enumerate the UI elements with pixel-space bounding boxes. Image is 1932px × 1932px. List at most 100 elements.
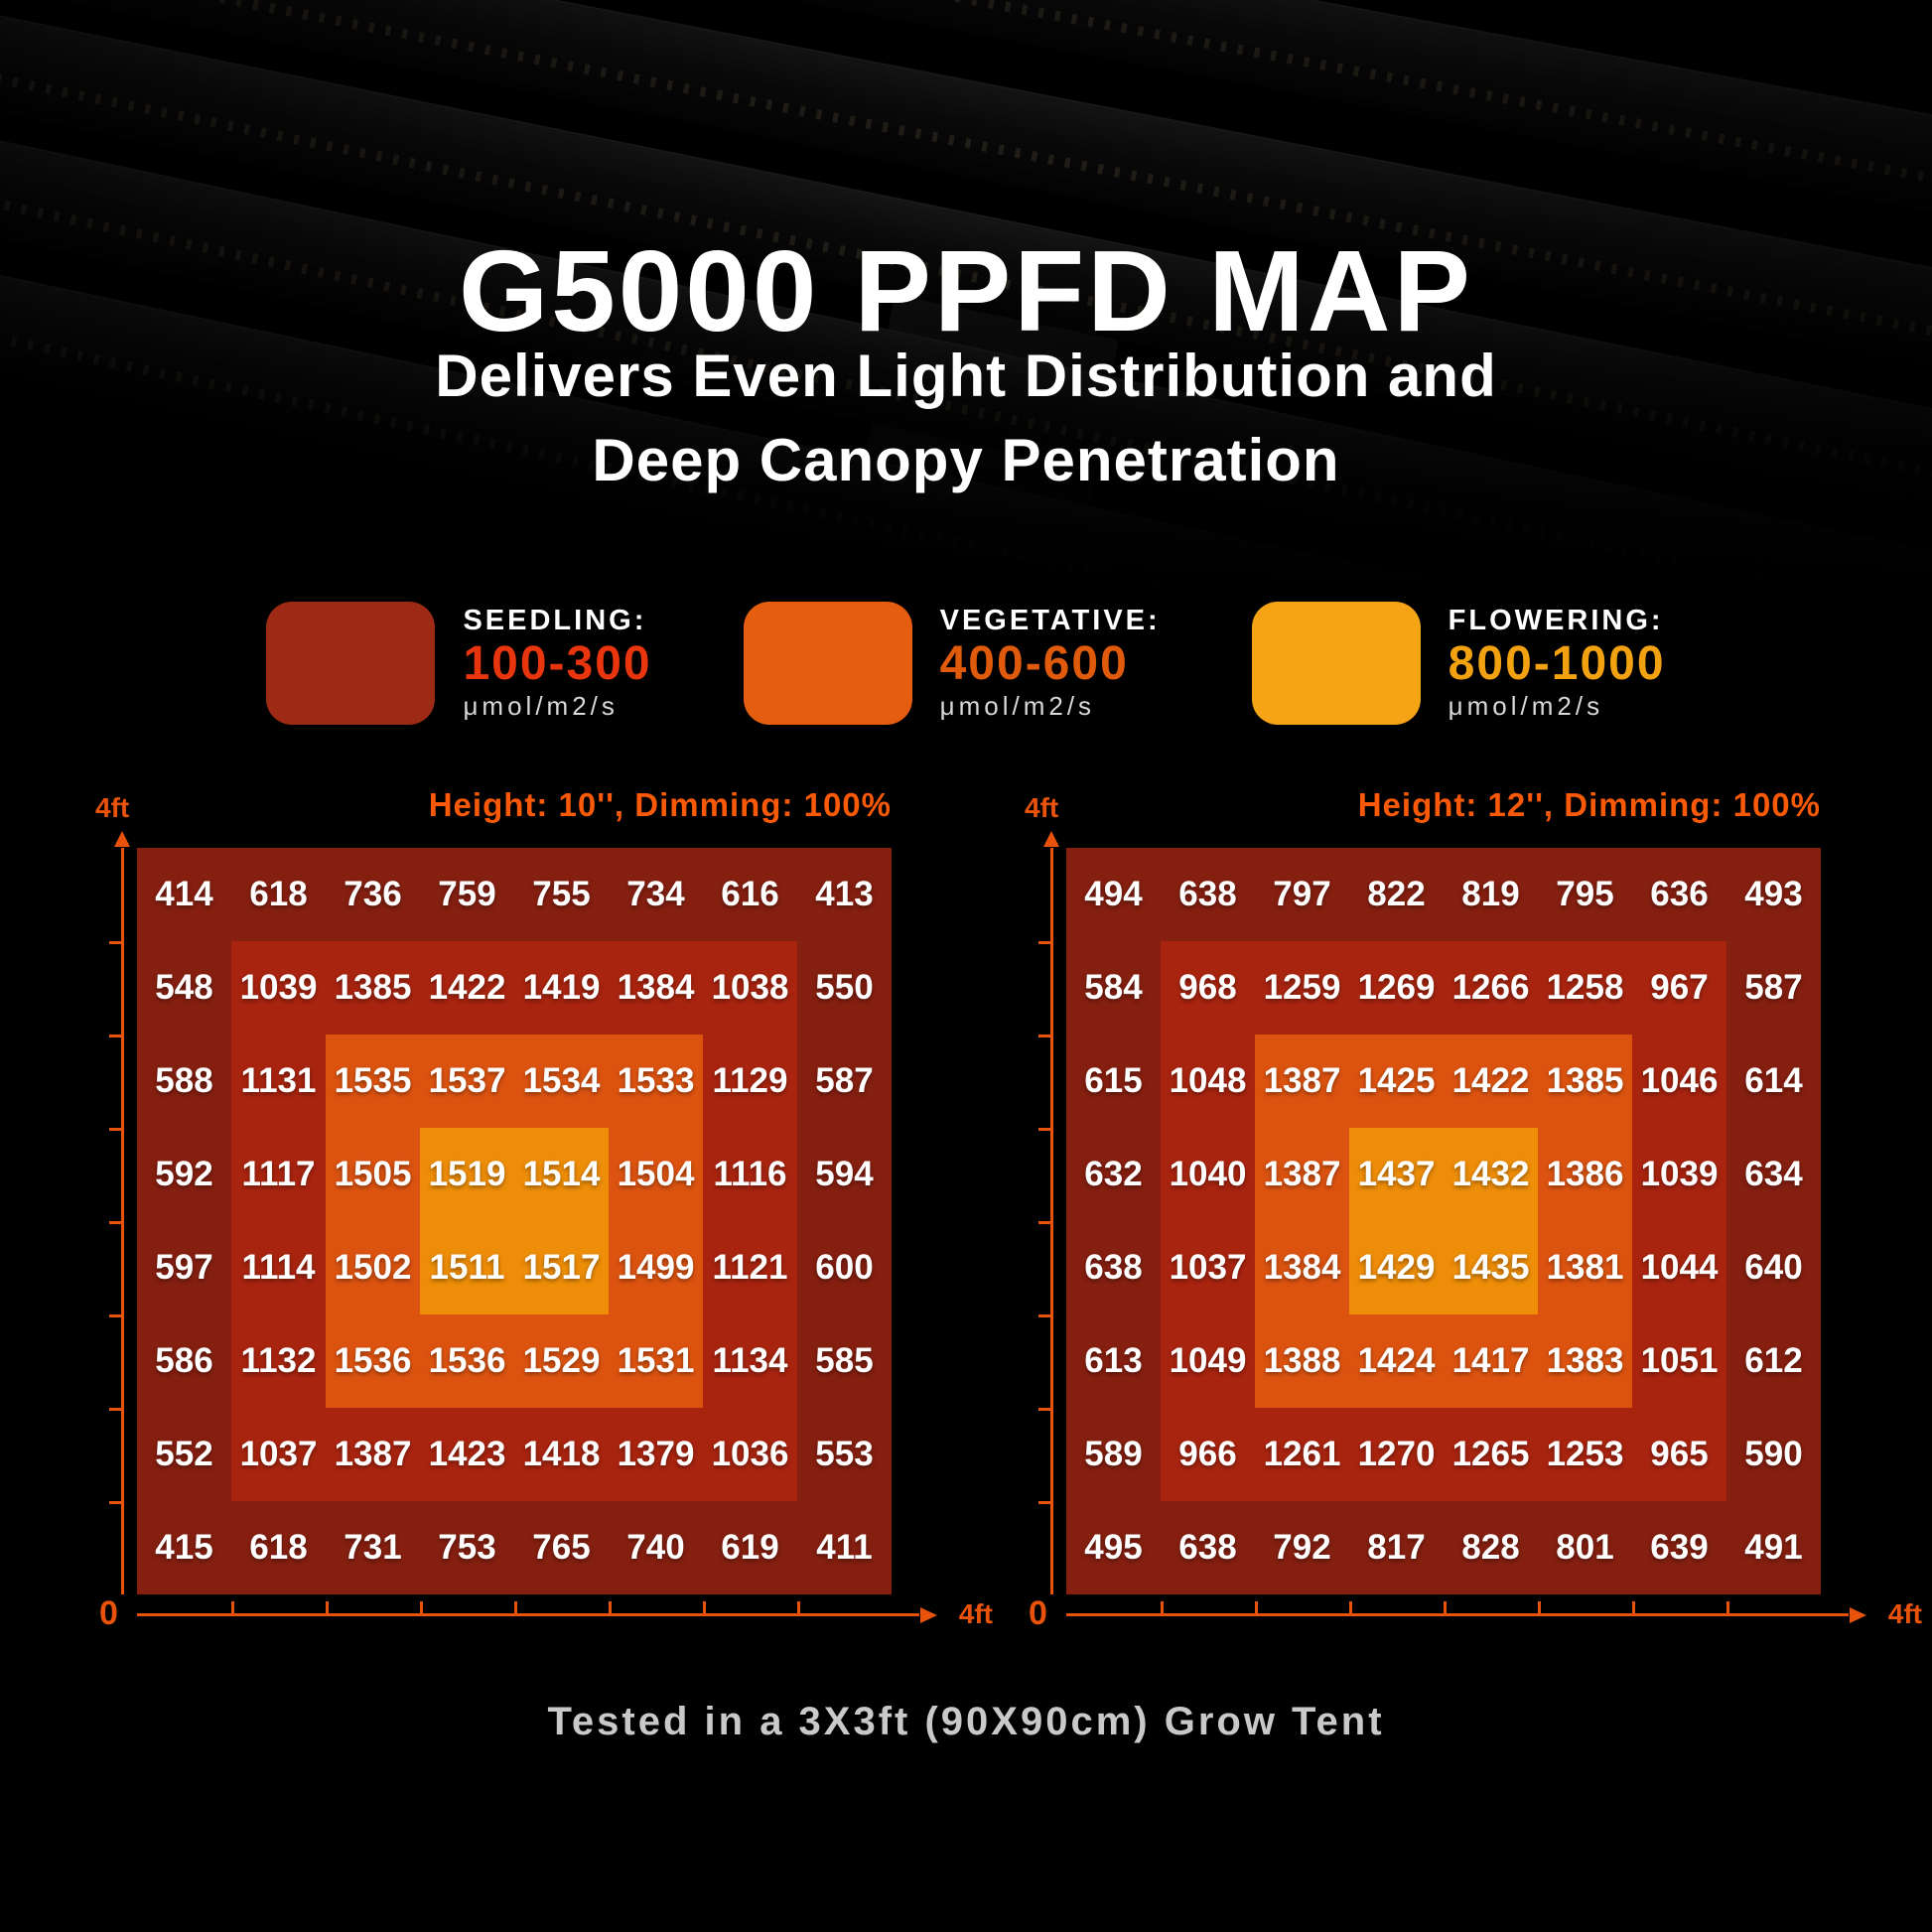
ppfd-cell: 413 bbox=[797, 848, 892, 941]
ppfd-cell: 1384 bbox=[609, 941, 703, 1035]
ppfd-cell: 1517 bbox=[514, 1221, 609, 1314]
legend-text: FLOWERING: 800-1000 μmol/m2/s bbox=[1449, 602, 1666, 725]
ppfd-chart-height-12in: Height: 12'', Dimming: 100% 4ft 494 638 79… bbox=[1025, 786, 1922, 1632]
y-axis-tick bbox=[109, 941, 121, 944]
x-axis-arrow-icon bbox=[920, 1607, 937, 1623]
legend-label: VEGETATIVE: bbox=[939, 605, 1161, 636]
ppfd-cell: 1387 bbox=[326, 1408, 420, 1501]
legend-unit: μmol/m2/s bbox=[1448, 691, 1604, 721]
flowering-swatch bbox=[1251, 602, 1421, 725]
ppfd-cell: 734 bbox=[609, 848, 703, 941]
ppfd-cell: 1422 bbox=[1444, 1035, 1538, 1128]
ppfd-cell: 967 bbox=[1632, 941, 1726, 1035]
x-axis-tick bbox=[797, 1601, 800, 1613]
x-axis-tick bbox=[1161, 1601, 1164, 1613]
chart-header: Height: 12'', Dimming: 100% bbox=[1357, 786, 1821, 823]
ppfd-cell: 1423 bbox=[420, 1408, 514, 1501]
ppfd-cell: 592 bbox=[137, 1128, 231, 1221]
x-axis-tick bbox=[1726, 1601, 1729, 1613]
ppfd-cell: 1435 bbox=[1444, 1221, 1538, 1314]
ppfd-cell: 1265 bbox=[1444, 1408, 1538, 1501]
ppfd-cell: 1038 bbox=[703, 941, 797, 1035]
y-axis-arrow-icon bbox=[114, 831, 130, 847]
ppfd-cell: 414 bbox=[137, 848, 231, 941]
ppfd-cell: 817 bbox=[1349, 1501, 1444, 1594]
ppfd-cell: 965 bbox=[1632, 1408, 1726, 1501]
legend-range: 400-600 bbox=[939, 637, 1129, 690]
ppfd-cell: 584 bbox=[1066, 941, 1161, 1035]
ppfd-cell: 590 bbox=[1726, 1408, 1821, 1501]
ppfd-cell: 740 bbox=[609, 1501, 703, 1594]
ppfd-cell: 1385 bbox=[1538, 1035, 1632, 1128]
ppfd-cell: 1534 bbox=[514, 1035, 609, 1128]
ppfd-cell: 1132 bbox=[231, 1314, 326, 1408]
ppfd-cell: 1531 bbox=[609, 1314, 703, 1408]
y-axis-tick bbox=[109, 1501, 121, 1504]
ppfd-cell: 1258 bbox=[1538, 941, 1632, 1035]
ppfd-cell: 1536 bbox=[326, 1314, 420, 1408]
charts-row: Height: 10'', Dimming: 100% 4ft 414 618 73… bbox=[0, 786, 1932, 1632]
y-axis-tick bbox=[109, 1314, 121, 1317]
ppfd-cell: 552 bbox=[137, 1408, 231, 1501]
subtitle-line-1: Delivers Even Light Distribution and bbox=[435, 343, 1497, 409]
hero-shade-overlay bbox=[0, 0, 1932, 616]
ppfd-cell: 1504 bbox=[609, 1128, 703, 1221]
y-axis-tick bbox=[1038, 1035, 1050, 1037]
ppfd-cell: 1535 bbox=[326, 1035, 420, 1128]
ppfd-cell: 765 bbox=[514, 1501, 609, 1594]
ppfd-cell: 1270 bbox=[1349, 1408, 1444, 1501]
y-axis bbox=[1038, 831, 1059, 1594]
page-subtitle: Delivers Even Light Distribution and Dee… bbox=[0, 334, 1932, 502]
ppfd-cell: 618 bbox=[231, 1501, 326, 1594]
ppfd-cell: 1131 bbox=[231, 1035, 326, 1128]
ppfd-cell: 638 bbox=[1161, 1501, 1255, 1594]
x-axis-extension bbox=[892, 1613, 919, 1616]
ppfd-cell: 1134 bbox=[703, 1314, 797, 1408]
x-axis-tick bbox=[1444, 1601, 1447, 1613]
y-axis bbox=[109, 831, 130, 1594]
ppfd-cell: 600 bbox=[797, 1221, 892, 1314]
x-axis-tick bbox=[326, 1601, 329, 1613]
ppfd-cell: 1261 bbox=[1255, 1408, 1349, 1501]
chart-header: Height: 10'', Dimming: 100% bbox=[428, 786, 892, 823]
ppfd-cell: 491 bbox=[1726, 1501, 1821, 1594]
ppfd-cell: 614 bbox=[1726, 1035, 1821, 1128]
ppfd-cell: 1505 bbox=[326, 1128, 420, 1221]
ppfd-cell: 415 bbox=[137, 1501, 231, 1594]
y-axis-tick bbox=[1038, 1128, 1050, 1131]
ppfd-cell: 1114 bbox=[231, 1221, 326, 1314]
y-axis-tick bbox=[1038, 941, 1050, 944]
ppfd-cell: 597 bbox=[137, 1221, 231, 1314]
ppfd-cell: 1037 bbox=[231, 1408, 326, 1501]
x-axis-arrow-icon bbox=[1850, 1607, 1866, 1623]
test-conditions-caption: Tested in a 3X3ft (90X90cm) Grow Tent bbox=[547, 1700, 1385, 1743]
ppfd-cell: 797 bbox=[1255, 848, 1349, 941]
ppfd-cell: 1266 bbox=[1444, 941, 1538, 1035]
ppfd-cell: 1039 bbox=[1632, 1128, 1726, 1221]
ppfd-cell: 1049 bbox=[1161, 1314, 1255, 1408]
ppfd-cell: 1429 bbox=[1349, 1221, 1444, 1314]
y-axis-tick bbox=[1038, 1221, 1050, 1224]
ppfd-cell: 968 bbox=[1161, 941, 1255, 1035]
x-axis-tick bbox=[514, 1601, 517, 1613]
ppfd-cell: 548 bbox=[137, 941, 231, 1035]
ppfd-cell: 553 bbox=[797, 1408, 892, 1501]
legend-unit: μmol/m2/s bbox=[939, 691, 1096, 721]
ppfd-cell: 792 bbox=[1255, 1501, 1349, 1594]
ppfd-cell: 411 bbox=[797, 1501, 892, 1594]
ppfd-cell: 1536 bbox=[420, 1314, 514, 1408]
x-axis-tick bbox=[1349, 1601, 1352, 1613]
ppfd-chart-height-10in: Height: 10'', Dimming: 100% 4ft 414 618 73… bbox=[95, 786, 993, 1632]
ppfd-cell: 1379 bbox=[609, 1408, 703, 1501]
heatmap-plot: 4ft 414 618 736 759 755 734 616 413 548 1039 1385 1… bbox=[95, 792, 993, 1632]
x-axis-tick bbox=[1255, 1601, 1258, 1613]
y-axis-max-label: 4ft bbox=[95, 792, 130, 823]
ppfd-grid: 494 638 797 822 819 795 636 493 584 968 1259 1269 12… bbox=[1066, 848, 1821, 1594]
y-axis-tick bbox=[109, 1128, 121, 1131]
x-axis-max-label: 4ft bbox=[1887, 1598, 1922, 1629]
ppfd-cell: 638 bbox=[1161, 848, 1255, 941]
x-axis bbox=[137, 1601, 892, 1616]
ppfd-cell: 550 bbox=[797, 941, 892, 1035]
legend-range: 100-300 bbox=[463, 637, 652, 690]
ppfd-cell: 1386 bbox=[1538, 1128, 1632, 1221]
